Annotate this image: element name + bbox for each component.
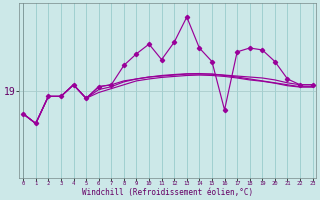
X-axis label: Windchill (Refroidissement éolien,°C): Windchill (Refroidissement éolien,°C) — [82, 188, 253, 197]
